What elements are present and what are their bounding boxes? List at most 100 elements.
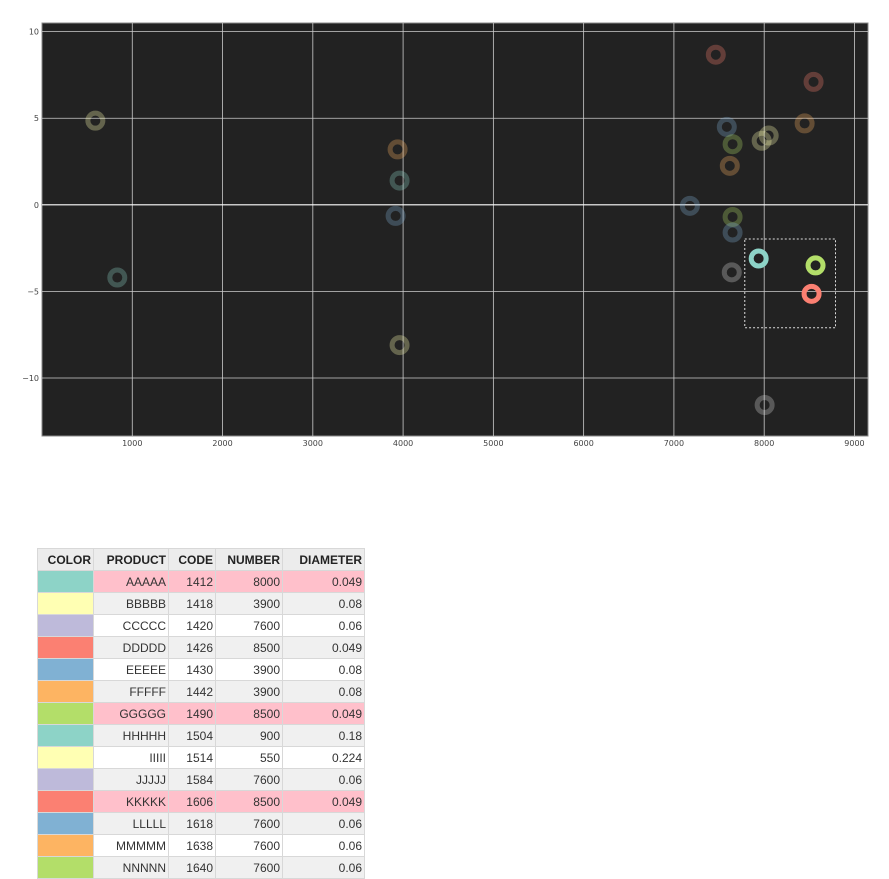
cell-code: 1584 xyxy=(168,768,216,791)
table-row[interactable]: LLLLL 1618 7600 0.06 xyxy=(37,812,365,835)
cell-diameter: 0.18 xyxy=(282,724,365,747)
column-header-code[interactable]: CODE xyxy=(168,548,216,571)
table-row[interactable]: BBBBB 1418 3900 0.08 xyxy=(37,592,365,615)
data-point[interactable] xyxy=(85,110,106,131)
cell-product: JJJJJ xyxy=(93,768,169,791)
cell-product: KKKKK xyxy=(93,790,169,813)
cell-product: DDDDD xyxy=(93,636,169,659)
cell-product: LLLLL xyxy=(93,812,169,835)
data-point[interactable] xyxy=(722,134,743,155)
cell-product: FFFFF xyxy=(93,680,169,703)
color-swatch xyxy=(37,790,94,813)
table-row[interactable]: DDDDD 1426 8500 0.049 xyxy=(37,636,365,659)
cell-product: CCCCC xyxy=(93,614,169,637)
data-point[interactable] xyxy=(389,335,410,356)
selected-point[interactable] xyxy=(801,283,822,304)
cell-number: 3900 xyxy=(215,592,283,615)
cell-code: 1638 xyxy=(168,834,216,857)
cell-diameter: 0.06 xyxy=(282,768,365,791)
table-row[interactable]: KKKKK 1606 8500 0.049 xyxy=(37,790,365,813)
column-header-product[interactable]: PRODUCT xyxy=(93,548,169,571)
color-swatch xyxy=(37,768,94,791)
data-point[interactable] xyxy=(754,395,775,416)
color-swatch xyxy=(37,812,94,835)
plot-background[interactable] xyxy=(41,22,869,437)
cell-number: 8500 xyxy=(215,702,283,725)
x-tick-label: 8000 xyxy=(754,439,774,448)
data-point[interactable] xyxy=(803,71,824,92)
cell-number: 550 xyxy=(215,746,283,769)
cell-product: IIIII xyxy=(93,746,169,769)
table-row[interactable]: EEEEE 1430 3900 0.08 xyxy=(37,658,365,681)
table-row[interactable]: GGGGG 1490 8500 0.049 xyxy=(37,702,365,725)
cell-number: 7600 xyxy=(215,768,283,791)
cell-diameter: 0.06 xyxy=(282,856,365,879)
color-swatch xyxy=(37,570,94,593)
data-point[interactable] xyxy=(705,44,726,65)
cell-code: 1640 xyxy=(168,856,216,879)
cell-diameter: 0.08 xyxy=(282,658,365,681)
cell-code: 1412 xyxy=(168,570,216,593)
color-swatch xyxy=(37,834,94,857)
cell-number: 7600 xyxy=(215,834,283,857)
cell-code: 1430 xyxy=(168,658,216,681)
table-row[interactable]: JJJJJ 1584 7600 0.06 xyxy=(37,768,365,791)
cell-code: 1606 xyxy=(168,790,216,813)
cell-code: 1618 xyxy=(168,812,216,835)
table-row[interactable]: MMMMM 1638 7600 0.06 xyxy=(37,834,365,857)
cell-number: 3900 xyxy=(215,680,283,703)
color-swatch xyxy=(37,680,94,703)
data-point[interactable] xyxy=(716,116,737,137)
x-tick-label: 6000 xyxy=(573,439,593,448)
selected-point[interactable] xyxy=(748,248,769,269)
selected-point[interactable] xyxy=(805,255,826,276)
y-tick-label: −10 xyxy=(22,374,39,383)
cell-diameter: 0.06 xyxy=(282,812,365,835)
cell-number: 8000 xyxy=(215,570,283,593)
data-point[interactable] xyxy=(389,170,410,191)
cell-number: 7600 xyxy=(215,812,283,835)
color-swatch xyxy=(37,702,94,725)
cell-diameter: 0.049 xyxy=(282,636,365,659)
x-tick-label: 2000 xyxy=(212,439,232,448)
color-swatch xyxy=(37,592,94,615)
data-point[interactable] xyxy=(722,222,743,243)
color-swatch xyxy=(37,614,94,637)
cell-product: GGGGG xyxy=(93,702,169,725)
data-point[interactable] xyxy=(794,113,815,134)
cell-code: 1418 xyxy=(168,592,216,615)
data-point[interactable] xyxy=(758,125,779,146)
y-tick-label: 10 xyxy=(29,28,39,37)
table-row[interactable]: IIIII 1514 550 0.224 xyxy=(37,746,365,769)
table-row[interactable]: NNNNN 1640 7600 0.06 xyxy=(37,856,365,879)
data-point[interactable] xyxy=(719,155,740,176)
cell-number: 7600 xyxy=(215,856,283,879)
x-tick-label: 5000 xyxy=(483,439,503,448)
cell-diameter: 0.08 xyxy=(282,592,365,615)
cell-code: 1442 xyxy=(168,680,216,703)
cell-code: 1420 xyxy=(168,614,216,637)
data-point[interactable] xyxy=(722,206,743,227)
scatter-chart[interactable]: 1000 2000 3000 4000 5000 6000 7000 8000 9000 10 5 0… xyxy=(0,0,889,460)
data-point[interactable] xyxy=(751,130,772,151)
data-point[interactable] xyxy=(385,205,406,226)
column-header-number[interactable]: NUMBER xyxy=(215,548,283,571)
cell-diameter: 0.049 xyxy=(282,570,365,593)
column-header-diameter[interactable]: DIAMETER xyxy=(282,548,365,571)
table-row[interactable]: AAAAA 1412 8000 0.049 xyxy=(37,570,365,593)
x-tick-label: 7000 xyxy=(664,439,684,448)
y-tick-label: −5 xyxy=(27,287,39,296)
data-point[interactable] xyxy=(107,267,128,288)
table-row[interactable]: CCCCC 1420 7600 0.06 xyxy=(37,614,365,637)
y-tick-label: 0 xyxy=(34,201,39,210)
x-tick-label: 9000 xyxy=(844,439,864,448)
data-point[interactable] xyxy=(721,262,742,283)
table-row[interactable]: FFFFF 1442 3900 0.08 xyxy=(37,680,365,703)
selection-box[interactable] xyxy=(744,238,837,329)
table-row[interactable]: HHHHH 1504 900 0.18 xyxy=(37,724,365,747)
cell-code: 1504 xyxy=(168,724,216,747)
color-swatch xyxy=(37,636,94,659)
data-point[interactable] xyxy=(387,139,408,160)
column-header-color[interactable]: COLOR xyxy=(37,548,94,571)
data-point[interactable] xyxy=(679,195,700,216)
